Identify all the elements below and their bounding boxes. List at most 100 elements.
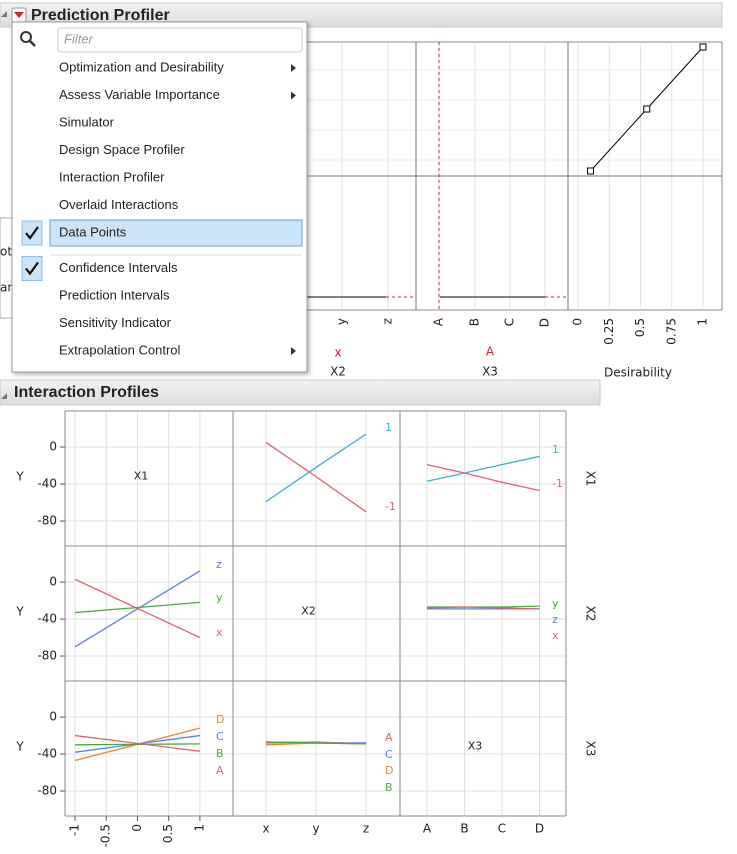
y-tick-label: -40 <box>37 477 57 491</box>
menu-item[interactable]: Data Points <box>59 224 127 239</box>
series-label: z <box>216 558 222 571</box>
x-tick-label: B <box>460 822 468 836</box>
diagonal-label: X2 <box>301 605 316 618</box>
x-tick-label: A <box>423 822 432 836</box>
menu-item[interactable]: Interaction Profiler <box>59 169 165 184</box>
interaction-line <box>74 734 200 752</box>
interaction-line <box>265 441 367 513</box>
x-tick-label: z <box>381 318 395 324</box>
menu-highlight <box>49 219 303 247</box>
x-tick-label: 0.25 <box>602 318 616 345</box>
x-tick-label: D <box>538 318 552 327</box>
check-mark <box>25 261 39 276</box>
y-tick-label: 0 <box>49 710 57 724</box>
x-tick-label: 0.5 <box>633 318 647 337</box>
menu-item[interactable]: Sensitivity Indicator <box>59 315 172 330</box>
series-label: C <box>216 730 224 743</box>
submenu-arrow <box>291 347 296 355</box>
interaction-line <box>426 463 540 492</box>
x-tick-label: A <box>432 317 446 326</box>
series-label: D <box>385 764 393 777</box>
series-label: -1 <box>552 477 563 490</box>
axis-label: X3 <box>482 365 498 379</box>
y-tick-label: -80 <box>37 649 57 663</box>
y-tick-label: -80 <box>37 514 57 528</box>
x-tick-label: x <box>262 822 269 836</box>
desirability-point <box>587 167 594 175</box>
series-label: A <box>216 764 224 777</box>
series-label: y <box>552 597 559 610</box>
y-tick-label: -80 <box>37 784 57 798</box>
y-tick-label: 0 <box>49 440 57 454</box>
menu-item[interactable]: Optimization and Desirability <box>59 59 224 74</box>
x-tick-label: 0 <box>130 824 144 832</box>
y-axis-label: Y <box>15 470 24 484</box>
series-label: z <box>552 613 558 626</box>
row-label: X2 <box>584 606 598 622</box>
search-icon <box>29 40 36 47</box>
x-tick-label: D <box>535 822 544 836</box>
filter-box[interactable] <box>57 27 303 53</box>
menu-item[interactable]: Extrapolation Control <box>59 342 181 357</box>
check-mark <box>25 226 39 240</box>
x-tick-label: 0.5 <box>161 824 175 843</box>
y-tick-label: -40 <box>37 612 57 626</box>
y-tick-label: 0 <box>49 575 57 589</box>
series-label: x <box>552 629 559 642</box>
series-label: 1 <box>552 443 559 456</box>
submenu-arrow <box>291 64 296 72</box>
x-tick-label: z <box>363 822 369 836</box>
check-box <box>21 256 43 281</box>
interaction-line <box>74 601 200 614</box>
interaction-line <box>74 578 201 639</box>
search-icon <box>20 31 32 43</box>
red-triangle <box>14 12 24 18</box>
interaction-line <box>265 433 367 503</box>
y-tick-label: -40 <box>37 747 57 761</box>
x-tick-label: 0 <box>571 318 585 326</box>
menu-item[interactable]: Design Space Profiler <box>59 142 185 157</box>
x-tick-label: 1 <box>696 318 710 326</box>
current-value: A <box>486 345 495 359</box>
diagonal-label: X1 <box>134 470 149 483</box>
y-axis-label: Y <box>15 605 24 619</box>
row-label: X1 <box>584 471 598 487</box>
series-label: 1 <box>385 421 392 434</box>
series-label: D <box>216 713 224 726</box>
x-tick-label: -1 <box>67 824 81 836</box>
header-bar <box>0 379 601 406</box>
menu-item[interactable]: Assess Variable Importance <box>59 87 220 102</box>
x-tick-label: 0.75 <box>664 318 678 345</box>
menu-item[interactable]: Prediction Intervals <box>59 287 170 302</box>
row-label: X3 <box>584 741 598 757</box>
disclosure-icon[interactable] <box>1 11 7 17</box>
series-label: y <box>216 591 223 604</box>
menu-item[interactable]: Overlaid Interactions <box>59 197 179 212</box>
interaction-line <box>265 741 367 745</box>
menu-item[interactable]: Confidence Intervals <box>59 260 178 275</box>
desirability-point <box>699 43 707 51</box>
series-label: A <box>385 731 393 744</box>
submenu-arrow <box>291 91 296 100</box>
x-tick-label: y <box>335 318 349 325</box>
axis-label: X2 <box>330 365 346 379</box>
x-tick-label: y <box>312 822 319 836</box>
series-label: B <box>385 781 393 794</box>
interaction-line <box>74 743 200 746</box>
x-tick-label: 1 <box>192 824 206 832</box>
series-label: x <box>216 626 223 639</box>
disclosure-icon[interactable] <box>1 393 7 399</box>
menu-item[interactable]: Simulator <box>59 114 115 129</box>
filter-placeholder[interactable]: Filter <box>64 31 94 46</box>
popup-menu <box>11 21 308 373</box>
x-tick-label: B <box>468 318 482 326</box>
axis-label: Desirability <box>604 366 672 380</box>
desirability-point <box>643 105 651 113</box>
x-tick-label: C <box>503 318 517 326</box>
series-label: C <box>385 748 393 761</box>
series-label: B <box>216 747 224 760</box>
interaction-line <box>426 455 540 482</box>
x-tick-label: C <box>498 822 506 836</box>
y-axis-label: Y <box>15 740 24 754</box>
